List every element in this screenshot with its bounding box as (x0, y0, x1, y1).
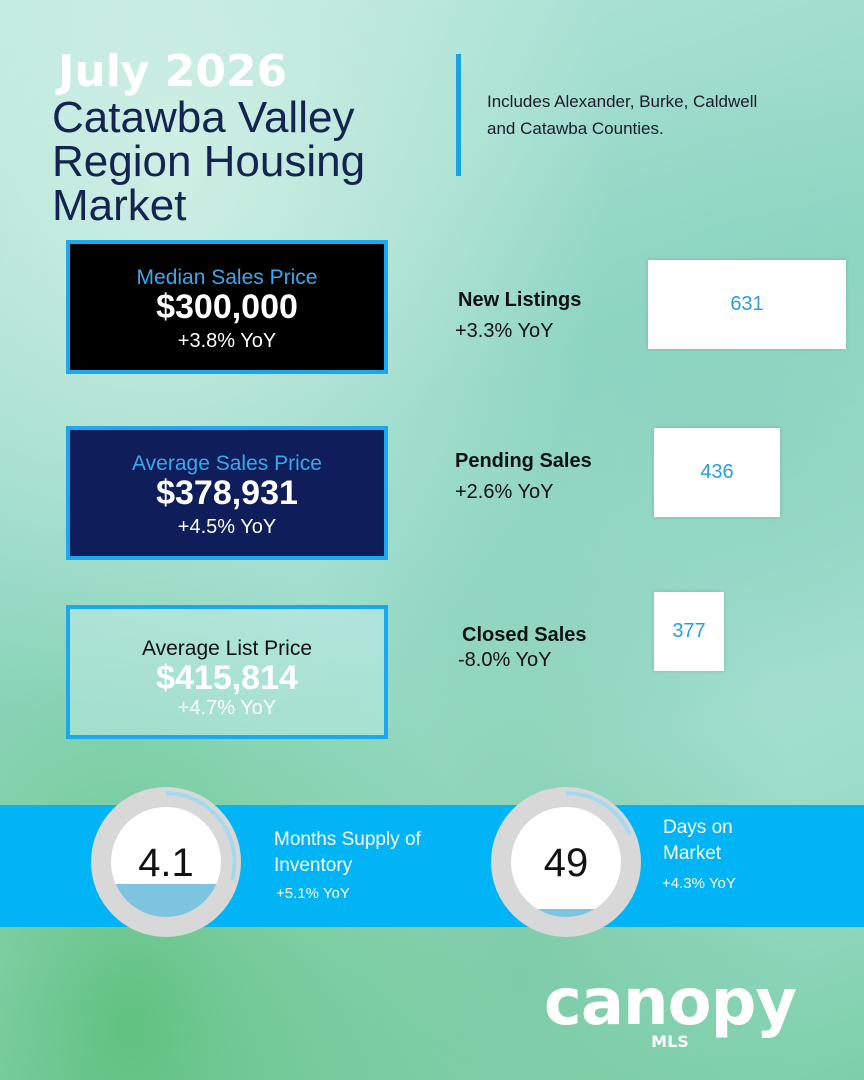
gauge-change: +4.3% YoY (662, 875, 736, 892)
stat-label: Pending Sales (455, 450, 592, 472)
stat-change: +3.3% YoY (455, 320, 554, 342)
title: Catawba Valley Region Housing Market (52, 93, 366, 230)
logo-sub: MLS (651, 1032, 689, 1051)
card-label: Median Sales Price (136, 266, 318, 289)
card-value: $300,000 (156, 288, 298, 326)
stat-change: +2.6% YoY (455, 481, 554, 503)
card-value: $415,814 (156, 659, 298, 697)
gauge-label: Days on Market (663, 817, 733, 864)
logo-name: canopy (543, 966, 797, 1040)
gauge-label: Months Supply of Inventory (274, 829, 421, 876)
card-label: Average Sales Price (132, 452, 322, 475)
gauge-change: +5.1% YoY (276, 885, 350, 902)
card-change: +3.8% YoY (177, 330, 277, 352)
price-card: Median Sales Price $300,000 +3.8% YoY (66, 240, 388, 374)
stat-change: -8.0% YoY (458, 649, 552, 671)
price-card: Average Sales Price $378,931 +4.5% YoY (66, 426, 388, 560)
stat-value: 631 (648, 260, 846, 349)
gauges: 4.1 49 (91, 787, 641, 937)
price-card: Average List Price $415,814 +4.7% YoY (66, 605, 388, 739)
gauge-fill (511, 909, 621, 917)
stat-label: Closed Sales (462, 624, 587, 646)
gauge-value: 4.1 (138, 841, 194, 885)
card-label: Average List Price (141, 637, 313, 660)
date: July 2026 (58, 46, 288, 97)
card-value: $378,931 (156, 474, 298, 512)
gauge-value: 49 (544, 841, 589, 885)
gauge-face (511, 807, 621, 917)
gauge-arc (565, 790, 632, 836)
card-change: +4.7% YoY (177, 697, 277, 719)
note: Includes Alexander, Burke, Caldwell and … (487, 92, 758, 138)
logo: canopy MLS (540, 968, 800, 1051)
stat-value: 377 (654, 592, 724, 671)
card-change: +4.5% YoY (177, 516, 277, 538)
stat-value: 436 (654, 428, 780, 517)
gauge-arc (165, 791, 237, 881)
divider (456, 54, 461, 176)
stat-label: New Listings (458, 289, 582, 311)
